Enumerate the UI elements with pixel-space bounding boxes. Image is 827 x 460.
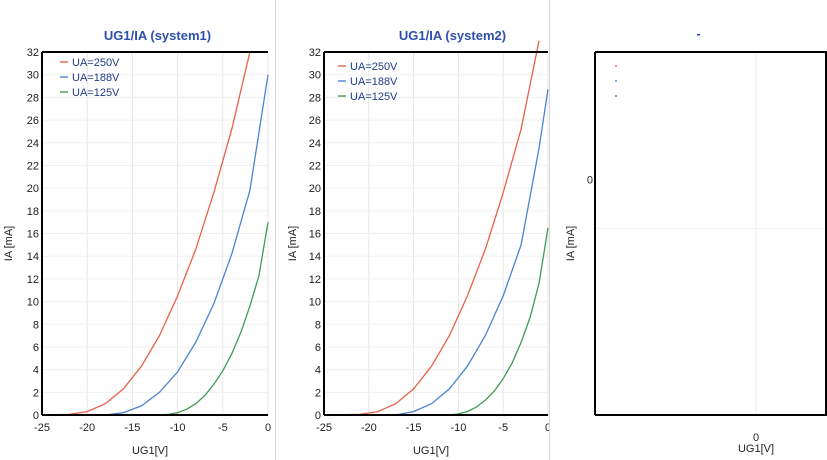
series-line (42, 222, 269, 416)
y-tick-label: 0 (315, 410, 321, 422)
y-tick-label: 8 (33, 319, 39, 331)
chart-panel-system1: UG1/IA (system1) -25 -20 -15 -10 -5 0 0 2 4 6 8 10 1… (0, 0, 275, 460)
y-axis-label: IA [mA] (3, 226, 15, 261)
y-tick-label: 28 (309, 92, 321, 104)
y-tick-label: 14 (27, 251, 39, 263)
series-line (323, 40, 540, 416)
y-tick-label: 0 (33, 410, 39, 422)
x-tick-label: -5 (498, 422, 508, 434)
y-tick-label: 12 (309, 274, 321, 286)
x-axis-label: UG1[V] (738, 443, 774, 455)
panel-divider (549, 0, 550, 460)
chart-system2: -25 -20 -15 -10 -5 00246810121416182022242628… (287, 40, 549, 457)
x-tick-label: -10 (450, 422, 466, 434)
y-tick-label: 20 (27, 183, 39, 195)
y-tick-label: 10 (309, 297, 321, 309)
legend-label: UA=250V (72, 57, 120, 69)
legend-label: UA=250V (350, 61, 398, 73)
y-tick-label: 14 (309, 251, 321, 263)
chart-title: - (696, 26, 701, 41)
y-tick-label: 24 (309, 138, 321, 150)
x-axis-label: UG1[V] (132, 445, 168, 457)
x-tick-label: 0 (265, 422, 271, 434)
y-tick-label: 16 (27, 229, 39, 241)
y-tick-label: 4 (315, 365, 321, 377)
y-tick-label: 22 (309, 160, 321, 172)
y-tick-label: 18 (309, 206, 321, 218)
x-tick-label: 0 (753, 432, 759, 444)
legend-label: UA=125V (72, 87, 120, 99)
x-tick-label: -20 (79, 422, 95, 434)
x-tick-label: -15 (124, 422, 140, 434)
y-tick-label: 22 (27, 160, 39, 172)
y-tick-label: 32 (27, 47, 39, 59)
legend-label: UA=188V (72, 72, 120, 84)
y-tick-label: 30 (27, 70, 39, 82)
y-axis-label: IA [mA] (287, 226, 299, 261)
chart-panel-empty: - 0 0 IA [mA] UG1[V] (550, 0, 827, 460)
chart-title: UG1/IA (system2) (398, 28, 507, 43)
x-tick-label: 0 (545, 422, 549, 434)
y-tick-label: 2 (33, 387, 39, 399)
y-tick-label: 6 (33, 342, 39, 354)
x-tick-label: -25 (316, 422, 332, 434)
y-tick-label: 18 (27, 206, 39, 218)
y-tick-label: 2 (315, 387, 321, 399)
chart-title: UG1/IA (system1) (103, 28, 212, 43)
y-tick-label: 0 (587, 175, 593, 187)
legend-label: UA=188V (350, 76, 398, 88)
y-tick-label: 8 (315, 319, 321, 331)
y-tick-label: 12 (27, 274, 39, 286)
y-tick-label: 10 (27, 297, 39, 309)
y-tick-label: 4 (33, 365, 39, 377)
chart-panel-system2: UG1/IA (system2) -25 -20 -15 -10 -5 0 0 2 4 6 8 10 1… (276, 0, 549, 460)
y-tick-label: 6 (315, 342, 321, 354)
legend-label: UA=125V (350, 91, 398, 103)
y-tick-label: 32 (309, 47, 321, 59)
y-tick-label: 20 (309, 183, 321, 195)
x-tick-label: -15 (406, 422, 422, 434)
chart-system1: -25 -20 -15 -10 -5 00246810121416182022242628… (3, 47, 271, 457)
y-tick-label: 28 (27, 92, 39, 104)
series-line (42, 74, 269, 416)
x-tick-label: -20 (361, 422, 377, 434)
y-tick-label: 24 (27, 138, 39, 150)
series-line (41, 51, 251, 416)
y-tick-label: 30 (309, 70, 321, 82)
y-axis-label: IA [mA] (565, 226, 577, 261)
series-line (324, 89, 549, 416)
panel-divider (275, 0, 276, 460)
x-axis-label: UG1[V] (413, 445, 449, 457)
series-line (324, 227, 549, 416)
y-tick-label: 26 (309, 115, 321, 127)
x-tick-label: -5 (218, 422, 228, 434)
x-tick-label: -10 (170, 422, 186, 434)
y-tick-label: 26 (27, 115, 39, 127)
x-tick-label: -25 (34, 422, 50, 434)
y-tick-label: 16 (309, 229, 321, 241)
chart-empty: 0 0 IA [mA] UG1[V] (565, 51, 827, 455)
